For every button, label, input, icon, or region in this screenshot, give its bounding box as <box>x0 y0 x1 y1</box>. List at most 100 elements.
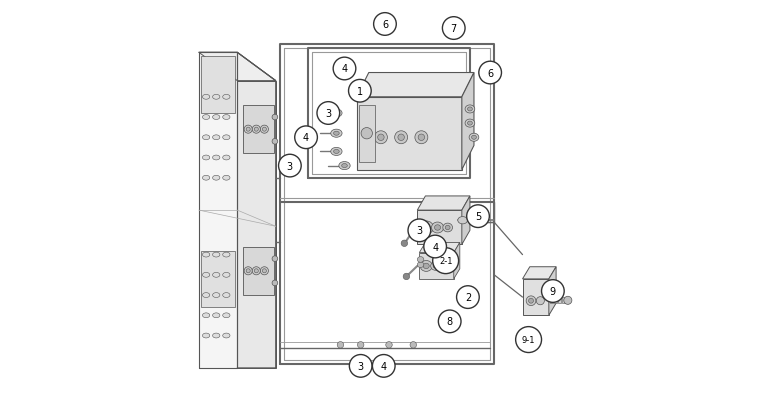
Ellipse shape <box>246 269 251 273</box>
Circle shape <box>317 102 340 125</box>
Circle shape <box>516 327 541 353</box>
Ellipse shape <box>202 333 210 338</box>
Ellipse shape <box>202 95 210 100</box>
Ellipse shape <box>398 135 405 141</box>
Ellipse shape <box>469 134 478 142</box>
Text: 3: 3 <box>416 226 422 236</box>
Ellipse shape <box>331 148 342 156</box>
Ellipse shape <box>272 280 278 286</box>
Polygon shape <box>356 98 462 170</box>
Polygon shape <box>199 53 237 368</box>
Text: 5: 5 <box>475 212 481 222</box>
Polygon shape <box>548 267 556 315</box>
Text: 4: 4 <box>303 133 309 143</box>
Ellipse shape <box>272 256 278 262</box>
Circle shape <box>541 280 564 303</box>
Ellipse shape <box>212 156 220 160</box>
Polygon shape <box>523 267 556 279</box>
Text: 2-1: 2-1 <box>439 256 452 266</box>
Ellipse shape <box>420 261 433 272</box>
Ellipse shape <box>212 253 220 258</box>
Ellipse shape <box>431 262 440 271</box>
Circle shape <box>349 80 371 103</box>
Ellipse shape <box>564 296 572 305</box>
Ellipse shape <box>202 136 210 141</box>
Ellipse shape <box>433 264 438 269</box>
Ellipse shape <box>223 156 230 160</box>
Ellipse shape <box>272 115 278 121</box>
Text: 8: 8 <box>447 317 453 326</box>
Ellipse shape <box>252 126 261 134</box>
Ellipse shape <box>212 95 220 100</box>
Ellipse shape <box>403 273 410 280</box>
Polygon shape <box>244 106 274 154</box>
Ellipse shape <box>465 120 475 128</box>
Polygon shape <box>417 211 462 245</box>
Ellipse shape <box>223 293 230 298</box>
Circle shape <box>443 18 465 40</box>
Ellipse shape <box>337 342 344 348</box>
Ellipse shape <box>202 253 210 258</box>
Ellipse shape <box>223 136 230 141</box>
Ellipse shape <box>262 128 266 132</box>
Ellipse shape <box>212 313 220 318</box>
Ellipse shape <box>419 222 433 234</box>
Ellipse shape <box>526 296 536 306</box>
Ellipse shape <box>422 225 430 231</box>
Text: 6: 6 <box>382 20 388 30</box>
Ellipse shape <box>386 342 392 348</box>
Polygon shape <box>356 73 474 98</box>
Ellipse shape <box>475 218 482 224</box>
Ellipse shape <box>536 297 545 305</box>
Polygon shape <box>523 279 548 315</box>
Text: 4: 4 <box>380 361 387 371</box>
Ellipse shape <box>254 128 258 132</box>
Polygon shape <box>454 243 460 279</box>
Ellipse shape <box>212 115 220 120</box>
Ellipse shape <box>212 176 220 181</box>
Circle shape <box>438 310 461 333</box>
Ellipse shape <box>212 293 220 298</box>
Ellipse shape <box>212 136 220 141</box>
Ellipse shape <box>202 115 210 120</box>
Ellipse shape <box>417 262 424 268</box>
Ellipse shape <box>432 222 443 233</box>
Circle shape <box>295 127 317 149</box>
Polygon shape <box>419 253 454 279</box>
Ellipse shape <box>212 333 220 338</box>
Polygon shape <box>462 196 470 245</box>
Ellipse shape <box>468 108 472 112</box>
Text: 4: 4 <box>432 242 438 252</box>
Circle shape <box>433 248 458 274</box>
Ellipse shape <box>401 241 408 247</box>
Polygon shape <box>550 297 553 303</box>
Circle shape <box>279 155 301 177</box>
Ellipse shape <box>244 126 252 134</box>
Ellipse shape <box>223 333 230 338</box>
Ellipse shape <box>471 136 476 140</box>
Ellipse shape <box>261 126 268 134</box>
Polygon shape <box>554 297 557 303</box>
Ellipse shape <box>223 176 230 181</box>
Text: 6: 6 <box>487 68 493 78</box>
Ellipse shape <box>334 150 339 154</box>
Text: 7: 7 <box>450 24 457 34</box>
Circle shape <box>333 58 356 81</box>
Ellipse shape <box>334 132 339 136</box>
Ellipse shape <box>394 132 408 144</box>
Polygon shape <box>359 106 375 162</box>
Circle shape <box>478 62 502 85</box>
Ellipse shape <box>357 342 364 348</box>
Ellipse shape <box>435 225 440 231</box>
Circle shape <box>373 14 396 36</box>
Polygon shape <box>237 81 275 368</box>
Ellipse shape <box>331 130 342 138</box>
Ellipse shape <box>410 342 416 348</box>
Polygon shape <box>244 247 274 295</box>
Ellipse shape <box>377 135 384 141</box>
Polygon shape <box>462 73 474 170</box>
Ellipse shape <box>202 156 210 160</box>
Ellipse shape <box>252 267 261 275</box>
Ellipse shape <box>415 132 428 144</box>
Ellipse shape <box>465 106 475 114</box>
